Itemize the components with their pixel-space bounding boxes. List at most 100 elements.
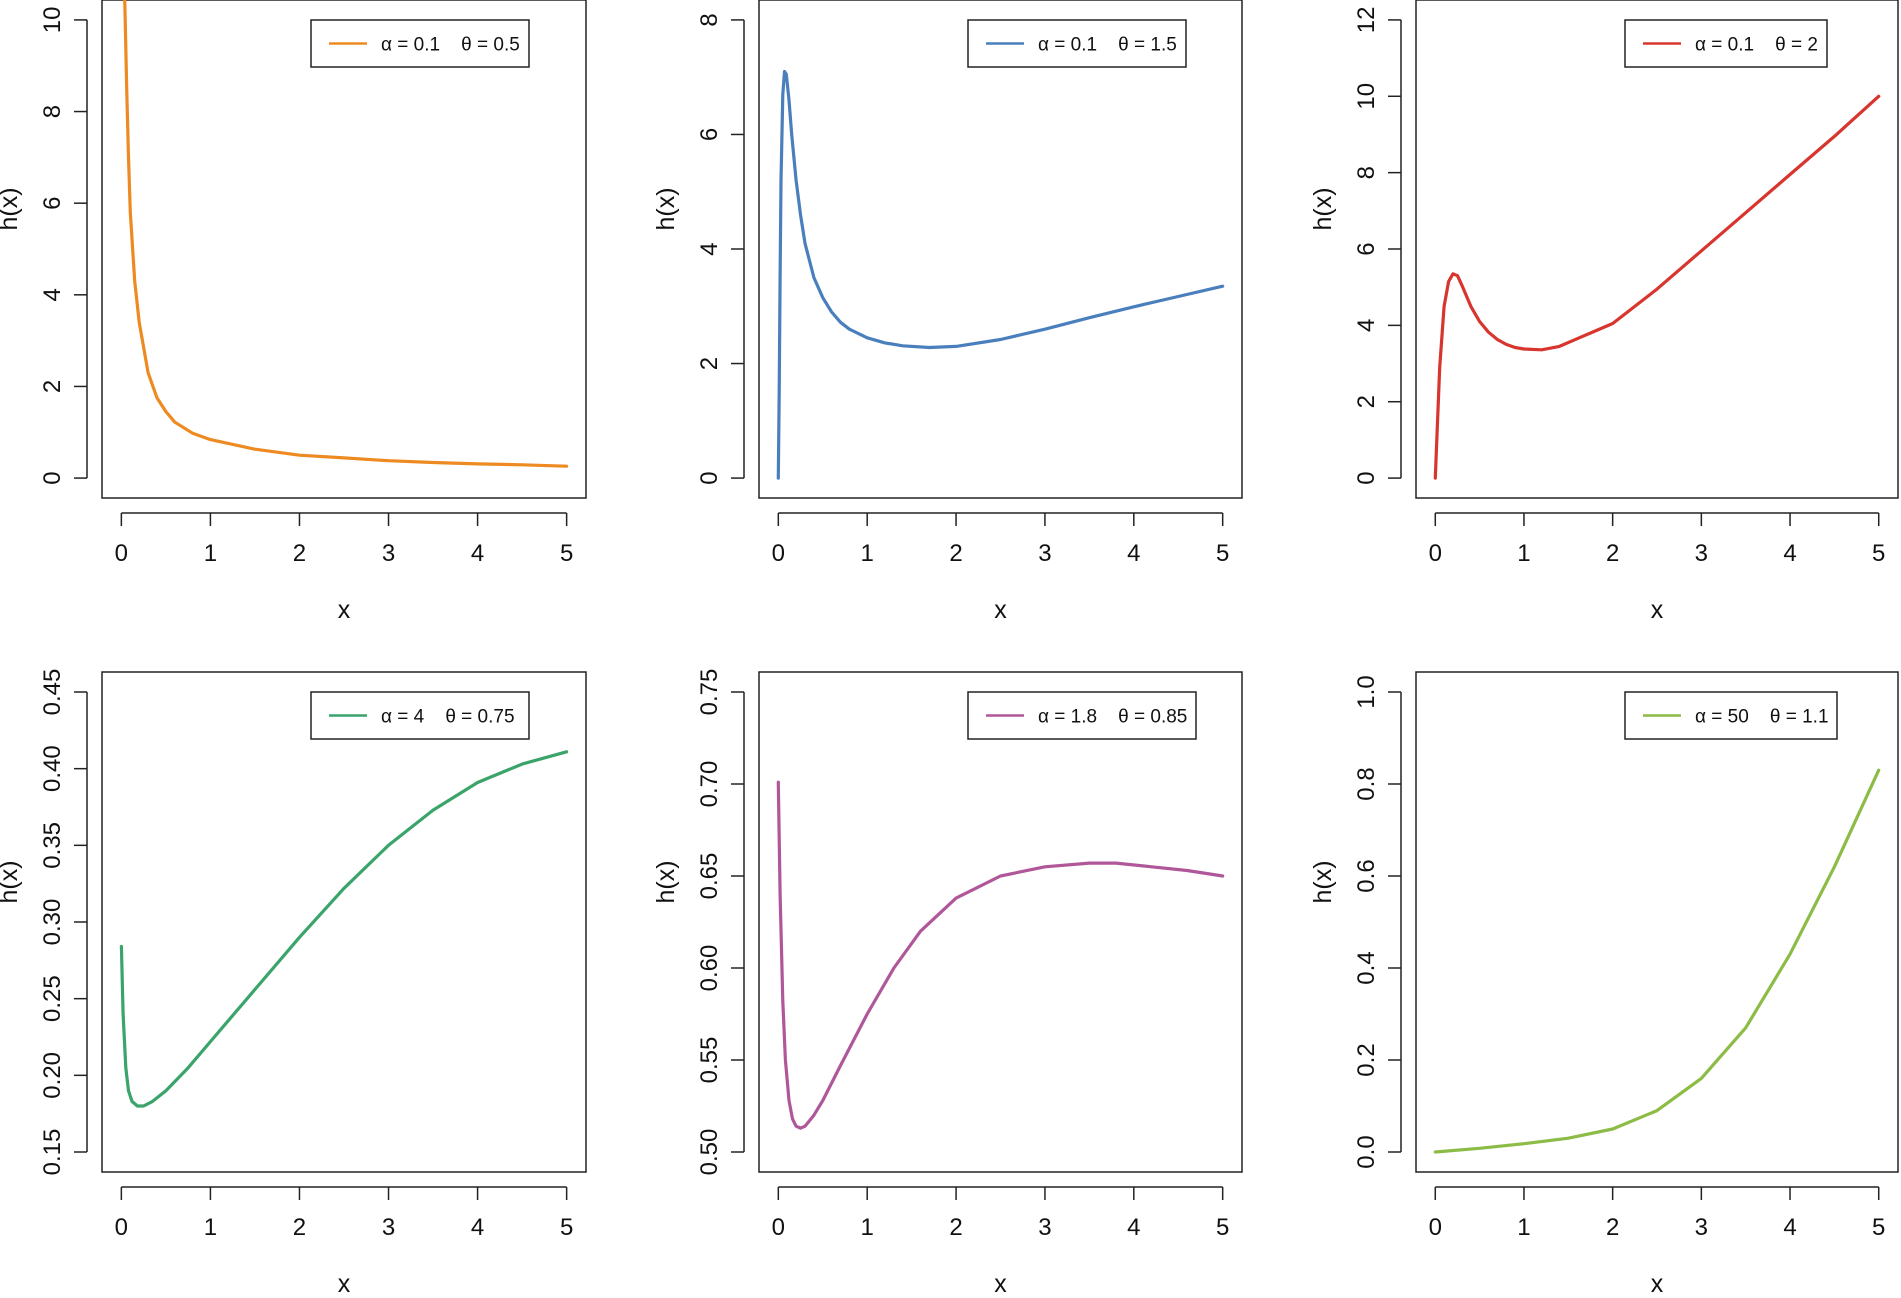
x-tick-label: 3 [1038,1214,1051,1241]
x-tick-label: 1 [204,540,217,567]
plot-frame [101,671,587,1173]
y-tick-label: 0.45 [39,669,66,716]
x-tick-label: 2 [1606,1214,1619,1241]
x-tick-label: 0 [115,1214,128,1241]
y-axis-label: h(x) [1309,860,1337,903]
x-tick-label: 4 [1127,540,1140,567]
x-axis: 0 1 2 3 4 5 [772,1186,1229,1241]
y-tick-label: 8 [39,105,66,118]
y-tick-label: 10 [39,7,66,34]
y-tick-label: 0 [696,471,723,484]
x-tick-label: 4 [471,1214,484,1241]
x-tick-label: 3 [382,540,395,567]
y-tick-label: 0.25 [39,975,66,1022]
x-axis: 0 1 2 3 4 5 [772,512,1229,567]
x-tick-label: 4 [1783,1214,1796,1241]
x-tick-label: 2 [293,540,306,567]
y-axis: 0.15 0.20 0.25 0.30 0.35 0.40 0.45 [39,669,88,1176]
y-axis: 0.50 0.55 0.60 0.65 0.70 0.75 [696,669,745,1176]
x-axis-label: x [994,596,1007,624]
legend-entry: α = 0.1 θ = 2 [1695,35,1818,56]
y-axis-label: h(x) [0,187,23,230]
x-tick-label: 2 [949,540,962,567]
series-line [776,780,1225,1130]
legend: α = 0.1 θ = 0.5 [310,19,530,68]
legend: α = 0.1 θ = 2 [1624,19,1828,68]
x-axis: 0 1 2 3 4 5 [1429,512,1885,567]
y-tick-label: 2 [39,380,66,393]
x-tick-label: 5 [560,1214,573,1241]
series-line [1433,768,1881,1154]
series-line [123,0,569,468]
chart-panel-6: 0 1 2 3 4 5 x 0.0 0.2 0.4 0.6 0.8 1.0 h(x) α = 50 θ = … [1309,671,1899,1298]
x-tick-label: 3 [1695,1214,1708,1241]
x-axis-label: x [1651,1270,1664,1298]
y-tick-label: 4 [39,288,66,301]
y-axis: 0 2 4 6 8 [696,13,745,485]
chart-panel-2: 0 1 2 3 4 5 x 0 2 4 6 8 h(x) α = 0.1 θ = 1.5 [652,0,1243,624]
x-tick-label: 5 [560,540,573,567]
y-axis-label: h(x) [1309,187,1337,230]
y-tick-label: 0.35 [39,822,66,869]
x-tick-label: 0 [772,540,785,567]
series-line [776,69,1225,480]
y-axis: 0 2 4 6 8 10 [39,7,88,485]
x-axis-label: x [338,1270,351,1298]
y-tick-label: 1.0 [1353,675,1380,708]
y-tick-label: 0.15 [39,1129,66,1176]
y-axis: 0.0 0.2 0.4 0.6 0.8 1.0 [1353,675,1402,1169]
chart-panel-1: 0 1 2 3 4 5 x 0 2 4 6 8 10 h(x) α = 0.1 θ = 0.5 [0,0,587,624]
legend: α = 0.1 θ = 1.5 [967,19,1187,68]
legend-entry: α = 50 θ = 1.1 [1695,707,1829,728]
x-tick-label: 3 [1038,540,1051,567]
x-tick-label: 0 [1429,1214,1442,1241]
y-tick-label: 2 [696,357,723,370]
y-tick-label: 0.60 [696,945,723,992]
legend: α = 50 θ = 1.1 [1624,691,1838,740]
x-tick-label: 1 [204,1214,217,1241]
plot-frame [758,671,1243,1173]
x-tick-label: 0 [1429,540,1442,567]
y-tick-label: 6 [696,128,723,141]
y-tick-label: 0.20 [39,1052,66,1099]
x-axis-label: x [994,1270,1007,1298]
y-tick-label: 10 [1353,83,1380,110]
plot-frame [1415,0,1899,499]
x-tick-label: 4 [471,540,484,567]
x-axis-label: x [338,596,351,624]
y-tick-label: 0.4 [1353,951,1380,984]
y-tick-label: 6 [39,197,66,210]
x-tick-label: 1 [861,540,874,567]
x-tick-label: 5 [1872,1214,1885,1241]
x-axis-label: x [1651,596,1664,624]
y-axis-label: h(x) [652,187,680,230]
y-tick-label: 0.2 [1353,1043,1380,1076]
y-tick-label: 0.6 [1353,859,1380,892]
legend-entry: α = 4 θ = 0.75 [381,707,515,728]
y-tick-label: 0.30 [39,899,66,946]
y-tick-label: 0.0 [1353,1135,1380,1168]
y-axis-label: h(x) [652,860,680,903]
y-axis-label: h(x) [0,860,23,903]
y-tick-label: 0.75 [696,669,723,716]
y-tick-label: 0.55 [696,1037,723,1084]
x-tick-label: 3 [1695,540,1708,567]
y-tick-label: 0.50 [696,1129,723,1176]
legend: α = 1.8 θ = 0.85 [967,691,1197,740]
x-tick-label: 1 [861,1214,874,1241]
y-tick-label: 0.40 [39,745,66,792]
x-tick-label: 4 [1127,1214,1140,1241]
y-tick-label: 4 [696,242,723,255]
y-tick-label: 0 [1353,471,1380,484]
x-tick-label: 2 [1606,540,1619,567]
chart-panel-4: 0 1 2 3 4 5 x 0.15 0.20 0.25 0.30 0.35 0.40 0.45 h(x) α… [0,669,587,1298]
legend: α = 4 θ = 0.75 [310,691,530,740]
plot-frame [1415,671,1899,1173]
x-tick-label: 3 [382,1214,395,1241]
x-tick-label: 1 [1517,1214,1530,1241]
x-axis: 0 1 2 3 4 5 [115,512,573,567]
legend-entry: α = 0.1 θ = 0.5 [381,35,520,56]
y-tick-label: 0.65 [696,853,723,900]
